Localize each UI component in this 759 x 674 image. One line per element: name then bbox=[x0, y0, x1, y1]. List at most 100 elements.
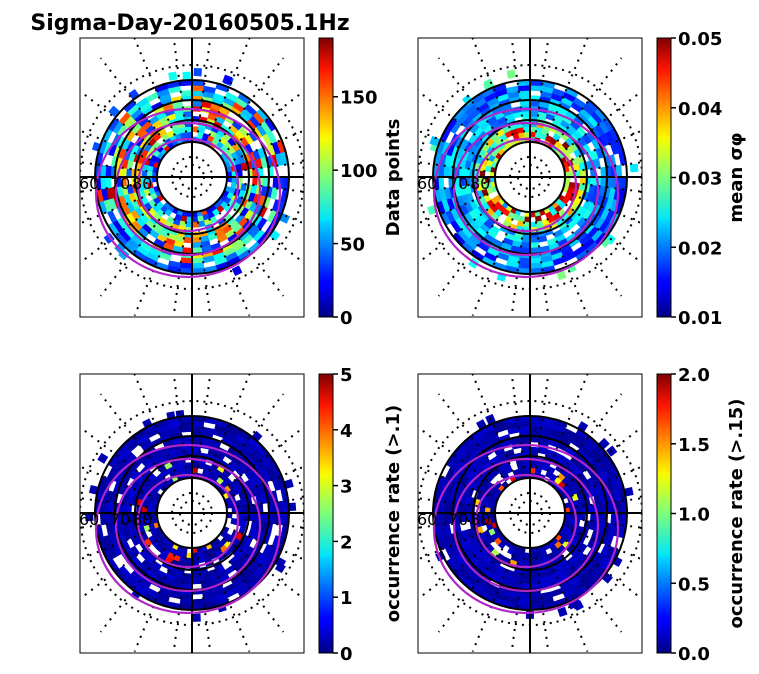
heatmap-cell bbox=[191, 100, 203, 107]
colorbar-tick-label: 0.5 bbox=[678, 574, 710, 595]
meridian-line bbox=[80, 517, 148, 529]
heatmap-cell bbox=[182, 578, 193, 585]
meridian-line bbox=[534, 374, 550, 469]
meridian-line bbox=[133, 218, 176, 316]
colorbar-tick-label: 0 bbox=[340, 308, 353, 329]
heatmap-cell bbox=[191, 578, 202, 585]
heatmap-cell bbox=[181, 247, 193, 254]
heatmap-cell bbox=[520, 578, 531, 585]
meridian-line bbox=[571, 193, 642, 225]
meridian-line bbox=[571, 529, 642, 561]
colorbar-tick-label: 2.0 bbox=[678, 365, 710, 386]
heatmap-cell bbox=[600, 502, 607, 514]
meridian-line bbox=[172, 374, 188, 469]
colorbar-tick-label: 0.03 bbox=[678, 169, 722, 190]
heatmap-cell bbox=[231, 265, 243, 277]
colorbar-label: occurrence rate (>.15) bbox=[726, 399, 747, 629]
meridian-line bbox=[218, 212, 285, 297]
meridian-line bbox=[236, 161, 304, 173]
meridian-line bbox=[133, 554, 176, 652]
meridian-line bbox=[208, 38, 251, 136]
heatmap-cell bbox=[550, 587, 564, 598]
meridian-line bbox=[437, 57, 504, 142]
latitude-label: 80 bbox=[132, 174, 152, 193]
heatmap-cell bbox=[145, 91, 160, 103]
meridian-line bbox=[574, 161, 642, 173]
heatmap-cell bbox=[168, 71, 178, 81]
heatmap-cell bbox=[519, 583, 531, 590]
latitude-label: 80 bbox=[470, 174, 490, 193]
colorbar-gradient bbox=[656, 37, 672, 318]
meridian-line bbox=[418, 161, 486, 173]
meridian-line bbox=[236, 181, 304, 193]
meridian-line bbox=[546, 374, 589, 472]
polar-plot: 60 70 80 bbox=[80, 374, 304, 653]
colorbar-tick-label: 1.0 bbox=[678, 505, 710, 526]
colorbar-tick-label: 0.04 bbox=[678, 99, 722, 120]
heatmap-cell bbox=[483, 78, 495, 90]
auroral-oval-contour bbox=[474, 137, 578, 233]
latitude-label: 60 bbox=[417, 174, 437, 193]
axes-frame bbox=[417, 373, 643, 654]
meridian-line bbox=[437, 212, 504, 297]
meridian-line bbox=[510, 557, 526, 653]
colorbar-tick-label: 4 bbox=[340, 421, 353, 442]
meridian-line bbox=[565, 539, 642, 601]
colorbar-tick-label: 2 bbox=[340, 532, 353, 553]
axes-frame bbox=[79, 37, 305, 318]
meridian-line bbox=[534, 38, 550, 133]
meridian-line bbox=[471, 554, 514, 652]
heatmap-cell bbox=[97, 452, 109, 464]
meridian-line bbox=[236, 497, 304, 509]
colorbar-tick-label: 1.5 bbox=[678, 435, 710, 456]
meridian-line bbox=[556, 393, 623, 478]
heatmap-cell bbox=[182, 71, 191, 81]
meridian-line bbox=[80, 465, 151, 497]
heatmap-cell bbox=[520, 242, 531, 249]
heatmap-cell bbox=[529, 583, 541, 590]
auroral-oval-contour bbox=[452, 121, 600, 257]
auroral-oval-contour bbox=[452, 457, 600, 593]
heatmap-cell bbox=[529, 242, 540, 249]
heatmap-cell bbox=[197, 220, 206, 228]
colorbar-label: occurrence rate (>.1) bbox=[383, 405, 404, 622]
axes-frame bbox=[417, 37, 643, 318]
colorbar-tick-label: 3 bbox=[340, 477, 353, 498]
colorbar: 0.0 0.5 1.0 1.5 2.0 occurrence rate (>.15) bbox=[656, 365, 747, 665]
auroral-oval-contour bbox=[114, 121, 262, 257]
axes-frame bbox=[79, 373, 305, 654]
meridian-line bbox=[418, 497, 486, 509]
heatmap-cell bbox=[506, 547, 515, 556]
latitude-label: 80 bbox=[132, 510, 152, 529]
meridian-line bbox=[510, 38, 526, 133]
heatmap-cell bbox=[506, 69, 516, 79]
colorbar-tick-label: 5 bbox=[340, 365, 353, 386]
heatmap-cell bbox=[529, 578, 540, 585]
meridian-line bbox=[418, 193, 489, 225]
latitude-label: 70 bbox=[448, 510, 468, 529]
meridian-line bbox=[418, 529, 489, 561]
polar-plot: 60 70 80 bbox=[418, 374, 642, 653]
auroral-oval-contour bbox=[432, 107, 620, 279]
heatmap-cell bbox=[262, 512, 269, 524]
meridian-line bbox=[510, 374, 526, 469]
heatmap-cell bbox=[519, 247, 531, 254]
meridian-line bbox=[556, 548, 623, 633]
heatmap-cell bbox=[192, 613, 201, 622]
heatmap-cell bbox=[193, 67, 202, 77]
heatmap-cell bbox=[429, 136, 440, 147]
meridian-line bbox=[418, 517, 486, 529]
meridian-line bbox=[565, 425, 642, 487]
meridian-line bbox=[172, 221, 188, 317]
meridian-line bbox=[99, 57, 166, 142]
heatmap-cell bbox=[191, 242, 202, 249]
heatmap-cell bbox=[106, 209, 118, 224]
heatmap-cell bbox=[600, 176, 607, 188]
heatmap-cell bbox=[461, 94, 474, 106]
meridian-line bbox=[133, 38, 176, 136]
heatmap-cell bbox=[600, 166, 607, 178]
meridian-line bbox=[99, 393, 166, 478]
